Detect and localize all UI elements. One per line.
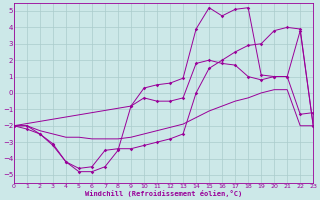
X-axis label: Windchill (Refroidissement éolien,°C): Windchill (Refroidissement éolien,°C) [85,190,242,197]
